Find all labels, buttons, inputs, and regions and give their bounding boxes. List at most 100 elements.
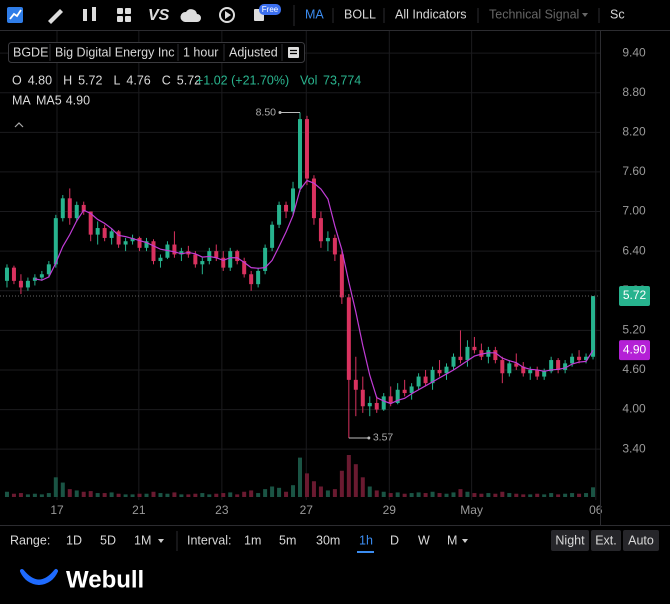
compare-icon[interactable]: VS bbox=[148, 7, 170, 24]
range-option[interactable]: 5D bbox=[100, 533, 116, 547]
volume-bar bbox=[472, 493, 477, 497]
candle-body bbox=[284, 204, 289, 212]
volume-bar bbox=[493, 493, 498, 497]
quote-label: L bbox=[113, 73, 120, 87]
volume-bar bbox=[479, 493, 484, 497]
volume-bar bbox=[430, 491, 435, 497]
session-button-text[interactable]: Auto bbox=[628, 533, 654, 547]
volume-bar bbox=[74, 490, 79, 497]
volume-bar bbox=[549, 493, 554, 497]
candle-body bbox=[430, 369, 435, 384]
candle-body bbox=[123, 241, 128, 245]
interval-option[interactable]: D bbox=[390, 533, 399, 547]
volume-bar bbox=[367, 486, 372, 497]
range-option[interactable]: 1D bbox=[66, 533, 82, 547]
collapse-icon[interactable] bbox=[14, 122, 24, 128]
volume-bar bbox=[102, 493, 107, 497]
session-button[interactable] bbox=[591, 530, 621, 551]
candle-body bbox=[381, 396, 386, 410]
volume-bar bbox=[311, 481, 316, 497]
toolbar-item[interactable]: All Indicators bbox=[395, 7, 467, 21]
candle-body bbox=[584, 356, 589, 361]
x-tick-label: 17 bbox=[50, 503, 64, 517]
volume-bar bbox=[542, 494, 547, 497]
y-tick-label: 4.00 bbox=[622, 402, 646, 416]
volume-bar bbox=[325, 490, 330, 497]
quote-change: +1.02 (+21.70%) bbox=[196, 73, 289, 87]
toolbar: VS Free MA BOLL All Indicators Technical… bbox=[0, 4, 670, 31]
indicator-title: MA bbox=[12, 93, 31, 107]
candle-body bbox=[521, 366, 526, 374]
volume-bar bbox=[591, 487, 596, 497]
candle-body bbox=[451, 356, 456, 367]
volume-bar bbox=[284, 491, 289, 497]
candle-body bbox=[200, 261, 205, 265]
toolbar-item[interactable]: Technical Signal bbox=[489, 7, 579, 21]
brand-logo bbox=[20, 569, 58, 585]
candle-body bbox=[507, 363, 512, 374]
candle-body bbox=[109, 231, 114, 238]
volume-bar bbox=[395, 492, 400, 497]
interval-option[interactable]: 30m bbox=[316, 533, 340, 547]
draw-icon[interactable] bbox=[48, 9, 63, 24]
volume-bar bbox=[123, 494, 128, 497]
candle-body bbox=[46, 264, 51, 275]
volume-bar bbox=[95, 493, 100, 497]
x-tick-label: May bbox=[460, 503, 483, 517]
volume-bar bbox=[535, 493, 540, 497]
candle-body bbox=[88, 211, 93, 235]
candle-body bbox=[256, 270, 261, 285]
interval-option-active[interactable]: 1h bbox=[359, 533, 373, 547]
y-tick-label: 6.40 bbox=[622, 243, 646, 257]
candle-body bbox=[542, 371, 547, 377]
y-tick-label: 9.40 bbox=[622, 45, 646, 59]
session-button[interactable] bbox=[551, 530, 589, 551]
session-button-text[interactable]: Ext. bbox=[595, 533, 617, 547]
quote-value: 5.72 bbox=[177, 73, 201, 87]
dropdown-arrow[interactable] bbox=[158, 539, 164, 543]
toolbar-item[interactable]: Sc bbox=[610, 7, 625, 21]
ma-line bbox=[34, 179, 594, 405]
toolbar-item[interactable]: BOLL bbox=[344, 7, 376, 21]
volume-bar bbox=[228, 492, 233, 497]
volume-bar bbox=[353, 464, 358, 497]
dropdown-arrow[interactable] bbox=[462, 539, 468, 543]
candle-body bbox=[493, 350, 498, 361]
candle-body bbox=[514, 363, 519, 367]
volume-bar bbox=[249, 490, 254, 497]
volume-bar bbox=[507, 493, 512, 497]
volume-bar bbox=[137, 493, 142, 497]
volume-label: Vol bbox=[300, 73, 317, 87]
candle-body bbox=[591, 296, 596, 357]
toolbar-item[interactable]: MA bbox=[305, 7, 324, 21]
volume-bar bbox=[235, 494, 240, 497]
session-button-text[interactable]: Night bbox=[555, 533, 585, 547]
x-tick-label: 29 bbox=[383, 503, 397, 517]
interval-option[interactable]: W bbox=[418, 533, 430, 547]
interval-option[interactable]: 5m bbox=[279, 533, 296, 547]
low-label: 3.57 bbox=[373, 432, 394, 444]
interval-option[interactable]: M bbox=[447, 533, 457, 547]
candle-body bbox=[102, 228, 107, 238]
cloud-icon[interactable] bbox=[180, 9, 201, 22]
ticker-adjust[interactable]: Adjusted bbox=[229, 45, 278, 59]
volume-bar bbox=[221, 493, 226, 497]
candle-body bbox=[298, 119, 302, 189]
candle-body bbox=[291, 188, 296, 212]
candle-body bbox=[81, 204, 86, 212]
volume-bar bbox=[402, 493, 407, 497]
candle-body bbox=[179, 251, 184, 255]
candle-icon[interactable] bbox=[83, 7, 96, 21]
range-option[interactable]: 1M bbox=[134, 533, 151, 547]
ticker-period[interactable]: 1 hour bbox=[183, 45, 218, 59]
volume-bar bbox=[381, 491, 386, 497]
settings-icon-lines bbox=[290, 49, 297, 55]
interval-option[interactable]: 1m bbox=[244, 533, 261, 547]
session-button[interactable] bbox=[623, 530, 659, 551]
layout-icon[interactable] bbox=[117, 8, 131, 22]
candle-body bbox=[535, 369, 540, 377]
replay-icon[interactable] bbox=[219, 7, 235, 23]
settings-icon[interactable] bbox=[288, 47, 299, 58]
